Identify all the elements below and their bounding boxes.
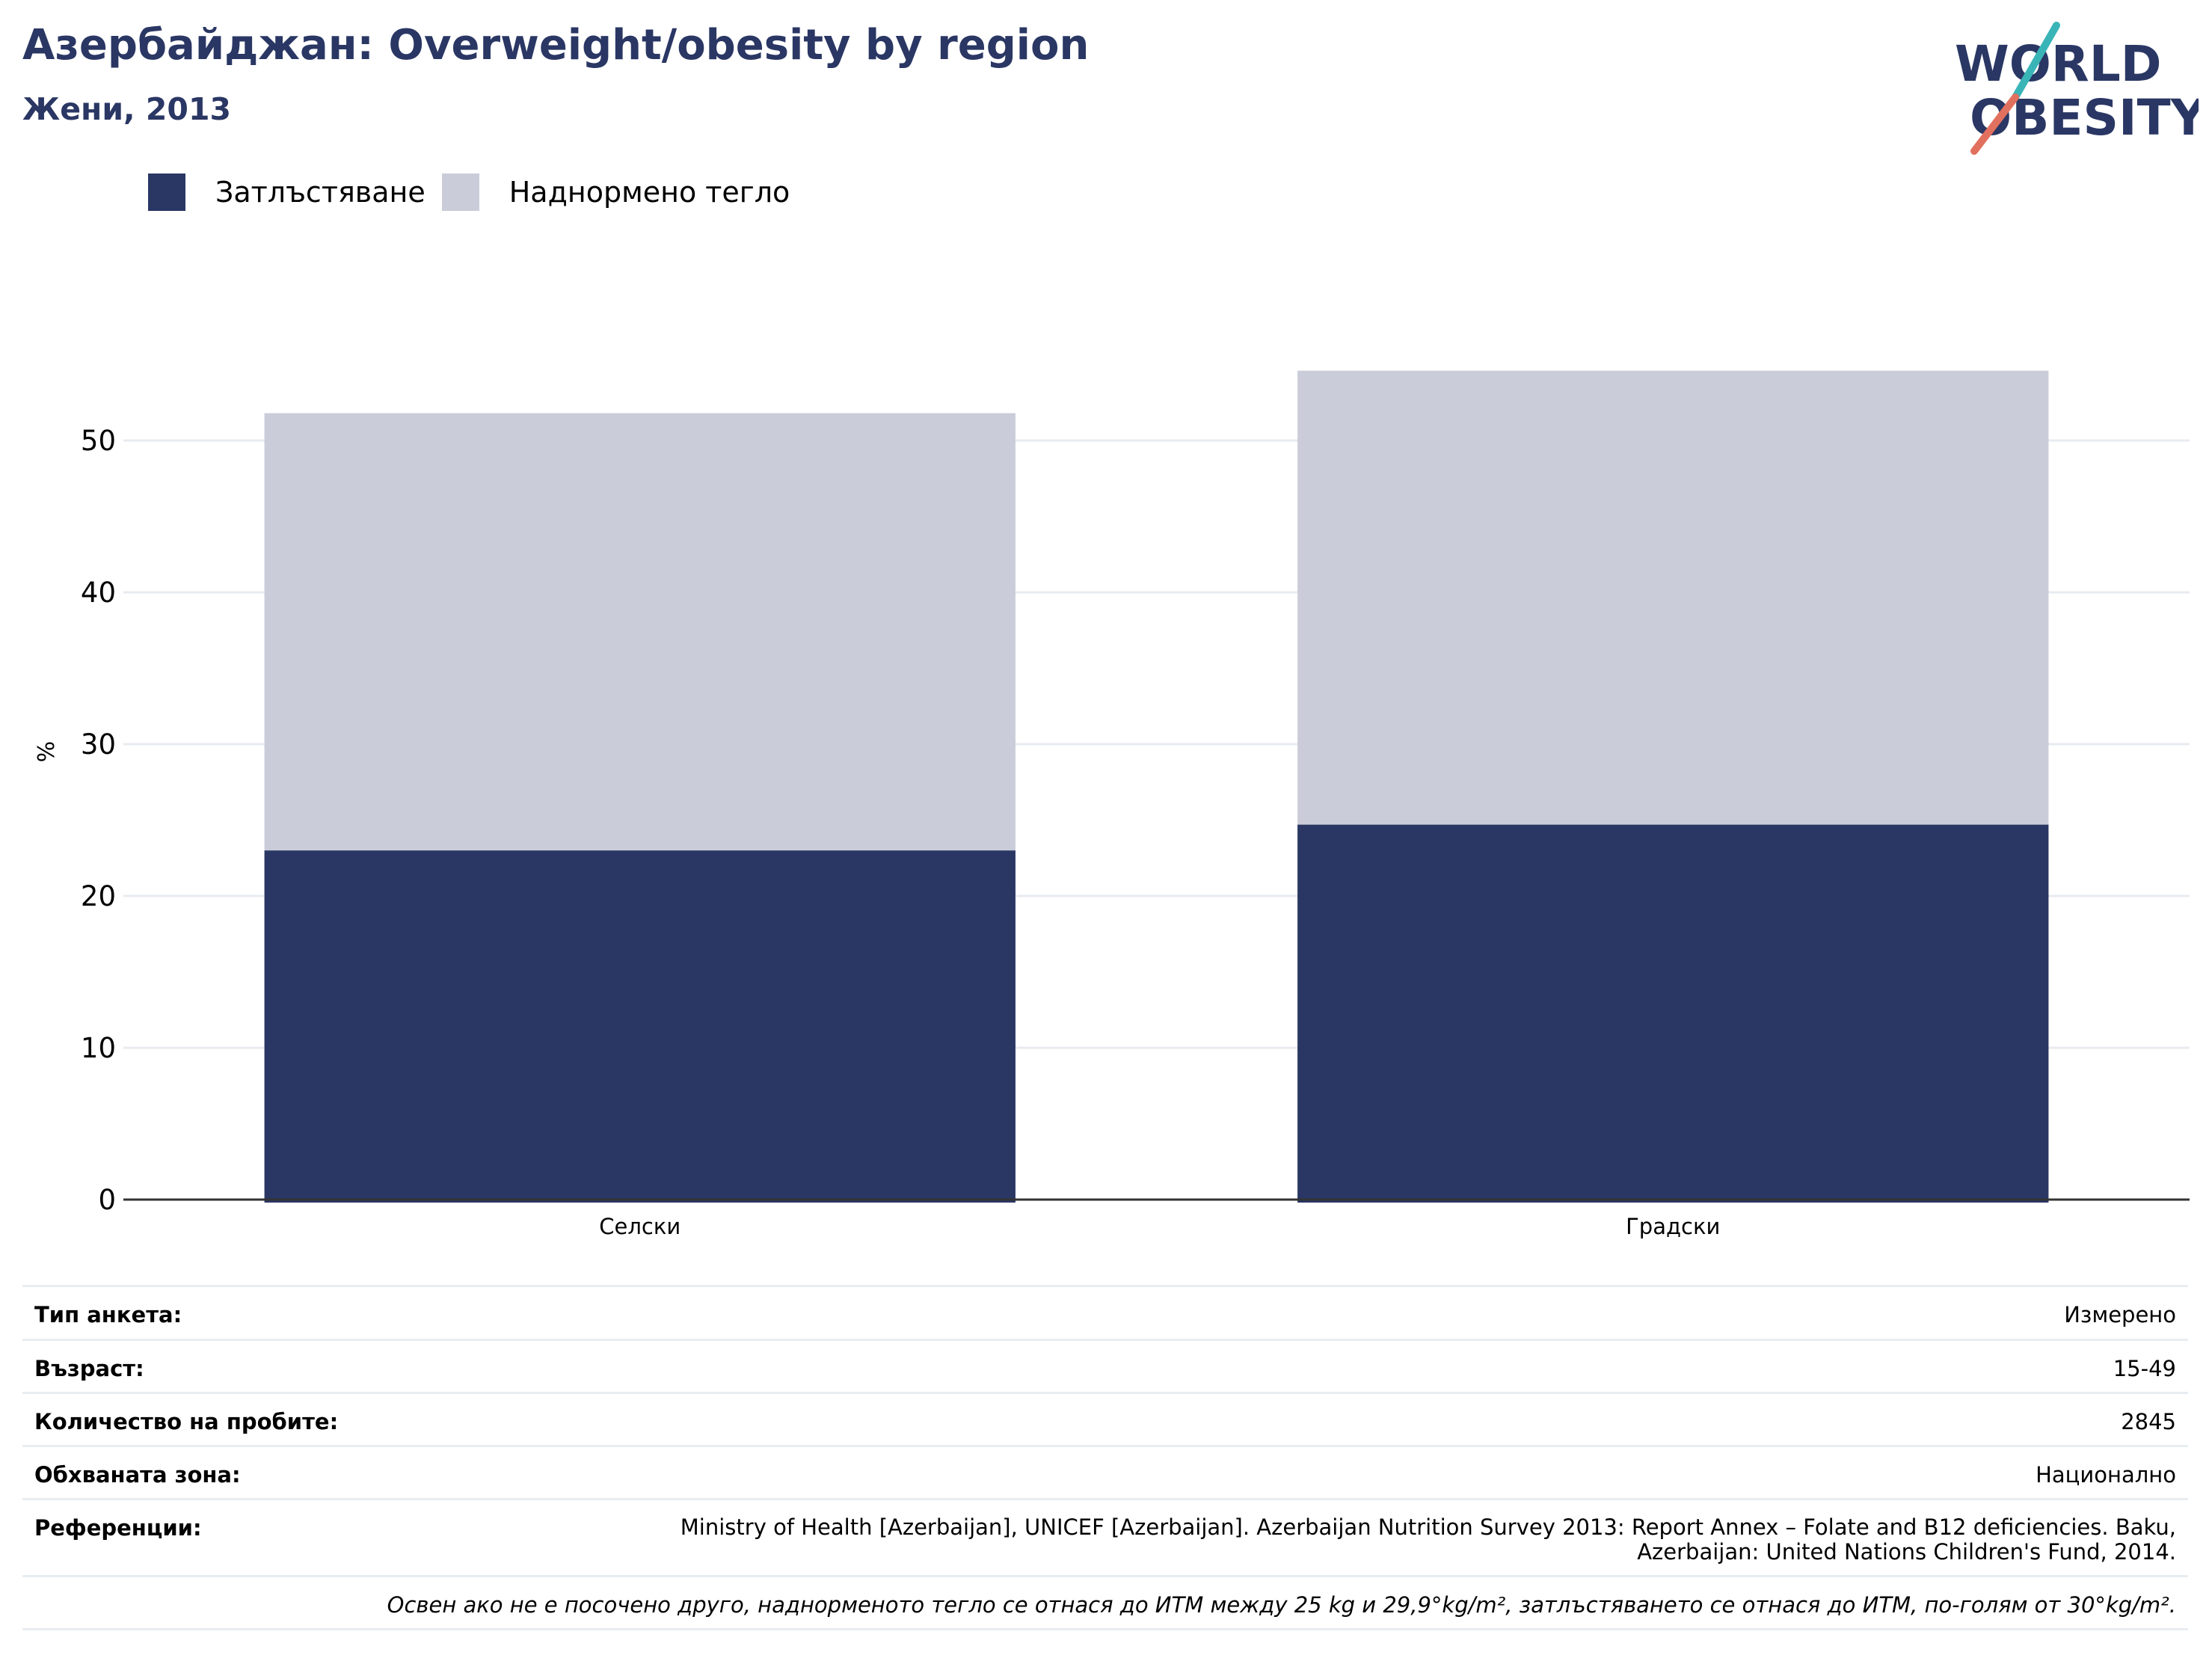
y-tick-label: 50	[81, 425, 116, 457]
legend-item-overweight: Наднормено тегло	[441, 174, 790, 211]
info-value: Ministry of Health [Azerbaijan], UNICEF …	[680, 1514, 2176, 1565]
logo-word-world: WORLD	[1955, 35, 2162, 93]
legend-swatch-overweight	[441, 174, 479, 211]
survey-info-table: Тип анкета: Измерено Възраст: 15-49 Коли…	[22, 1285, 2188, 1630]
info-row-age: Възраст: 15-49	[22, 1339, 2188, 1392]
chart-subtitle: Жени, 2013	[22, 91, 232, 127]
info-key: Обхваната зона:	[34, 1462, 241, 1488]
info-row-survey-type: Тип анкета: Измерено	[22, 1285, 2188, 1339]
info-key: Тип анкета:	[34, 1302, 182, 1327]
logo-word-obesity: OBESITY	[1970, 89, 2199, 147]
bar-chart: 0 10 20 30 40 50% Селски Градски	[34, 370, 2190, 1239]
legend-swatch-obesity	[148, 174, 185, 211]
y-tick-label: 20	[81, 880, 116, 912]
bar-segment	[264, 413, 1016, 851]
y-tick-label: 30	[81, 728, 116, 761]
bar-segment	[1297, 370, 2049, 825]
y-tick-label: 10	[81, 1032, 116, 1064]
info-value: 15-49	[2113, 1356, 2176, 1381]
x-tick-label: Селски	[599, 1214, 681, 1239]
info-value: Измерено	[2064, 1302, 2176, 1327]
y-tick-label: 0	[98, 1184, 116, 1216]
x-tick-label: Градски	[1626, 1214, 1720, 1239]
info-value: 2845	[2121, 1409, 2176, 1434]
legend-item-obesity: Затлъстяване	[148, 174, 425, 211]
bar-segment	[264, 850, 1016, 1203]
info-key: Референции:	[34, 1515, 202, 1541]
info-value: Национално	[2036, 1462, 2176, 1488]
bar-segment	[1297, 824, 2049, 1203]
chart-title: Азербайджан: Overweight/obesity by regio…	[22, 21, 1090, 70]
info-row-sample-size: Количество на пробите: 2845	[22, 1392, 2188, 1445]
info-key: Възраст:	[34, 1356, 144, 1381]
chart-legend: Затлъстяване Наднормено тегло	[148, 172, 806, 212]
info-row-coverage: Обхваната зона: Национално	[22, 1445, 2188, 1498]
world-obesity-logo: WORLD OBESITY	[1955, 22, 2199, 155]
legend-label-overweight: Наднормено тегло	[509, 176, 790, 209]
footnote: Освен ако не е посочено друго, наднормен…	[22, 1575, 2188, 1630]
y-axis-label: %	[34, 741, 60, 763]
info-key: Количество на пробите:	[34, 1409, 339, 1434]
y-tick-label: 40	[81, 577, 116, 609]
info-row-references: Референции: Ministry of Health [Azerbaij…	[22, 1498, 2188, 1575]
legend-label-obesity: Затлъстяване	[215, 176, 425, 209]
